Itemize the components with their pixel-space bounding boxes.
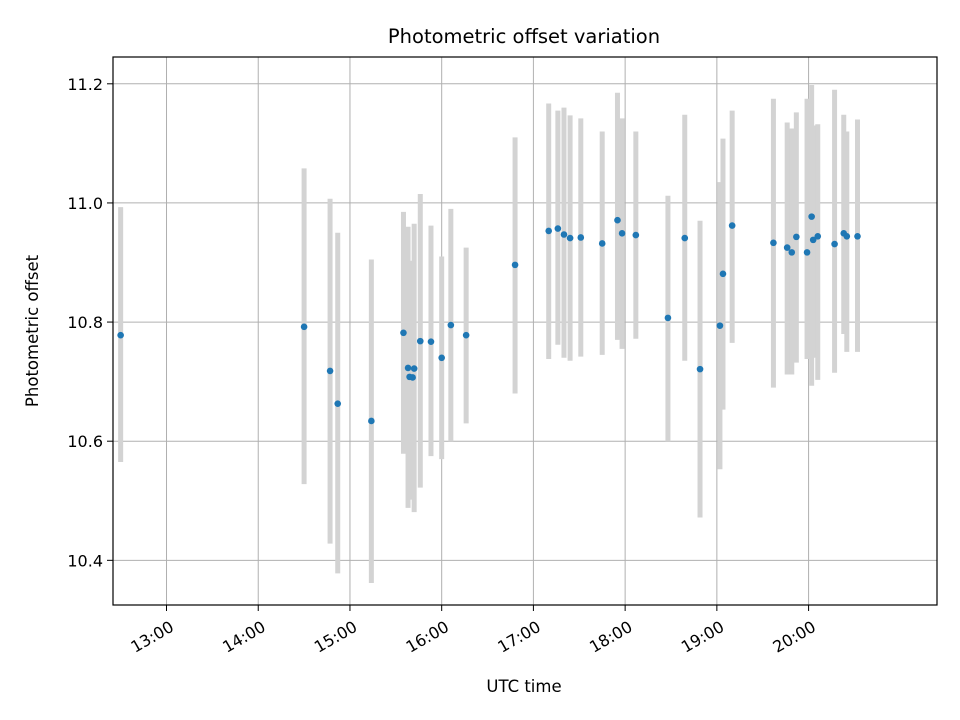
data-point (410, 365, 418, 372)
y-axis-title: Photometric offset (23, 254, 42, 407)
data-point (770, 239, 777, 247)
data-point (719, 270, 727, 278)
data-point (400, 329, 407, 337)
data-point (803, 249, 811, 256)
data-point (728, 222, 736, 229)
data-point (716, 322, 724, 329)
data-point (809, 236, 817, 244)
data-point (554, 225, 562, 232)
data-point (632, 231, 640, 239)
data-point (438, 354, 445, 362)
y-tick-label: 11.2 (67, 75, 103, 94)
x-axis-title: UTC time (486, 677, 561, 696)
data-point (788, 249, 796, 256)
data-point (614, 216, 621, 224)
data-point (577, 234, 585, 241)
data-point (427, 338, 435, 346)
data-point (831, 240, 838, 248)
plot-frame (112, 56, 938, 606)
data-point (664, 314, 672, 322)
data-point (334, 400, 342, 407)
data-point (814, 232, 822, 240)
data-point (511, 261, 519, 269)
data-point (326, 367, 334, 375)
data-point (598, 240, 606, 247)
chart-title: Photometric offset variation (388, 25, 660, 48)
data-point (447, 321, 455, 329)
data-point (681, 234, 689, 242)
data-point (416, 337, 424, 345)
data-point (618, 230, 626, 237)
y-tick-label: 10.4 (67, 551, 103, 570)
data-point (854, 232, 861, 240)
data-point (843, 232, 851, 240)
data-point (808, 213, 815, 220)
data-point (560, 231, 568, 238)
data-point (368, 417, 375, 425)
data-point (793, 233, 800, 241)
data-point (462, 331, 470, 339)
data-point (545, 227, 552, 235)
data-point (566, 234, 574, 242)
data-point (783, 244, 791, 251)
point-layer (117, 213, 861, 425)
y-tick-label: 11.0 (67, 194, 103, 213)
data-point (696, 365, 704, 373)
data-point (117, 331, 124, 339)
y-tick-label: 10.6 (67, 432, 103, 451)
data-point (404, 364, 412, 372)
y-tick-label: 10.8 (67, 313, 103, 332)
data-point (409, 374, 416, 381)
y-axis-ticks: 10.4 10.6 10.8 11.0 11.2 (67, 75, 113, 570)
data-point (300, 323, 308, 331)
